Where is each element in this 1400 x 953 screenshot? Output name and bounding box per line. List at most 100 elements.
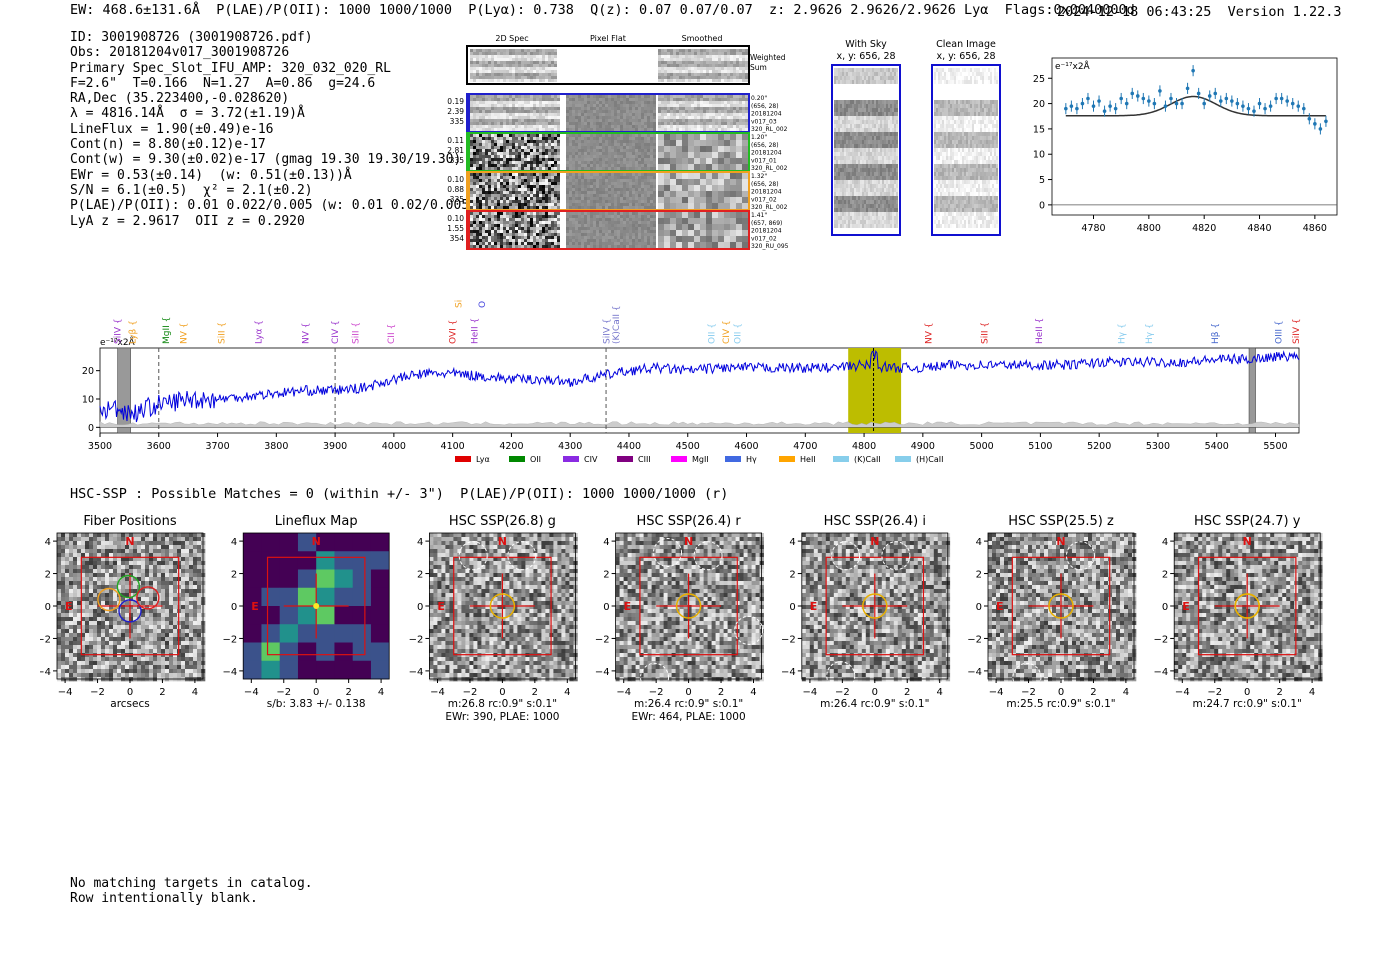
- noise-pixel: [641, 179, 644, 182]
- noise-pixel: [470, 218, 473, 221]
- noise-pixel: [626, 206, 629, 209]
- noise-pixel: [569, 161, 572, 164]
- noise-pixel: [650, 143, 653, 146]
- noise-pixel: [688, 49, 691, 52]
- noise-pixel: [614, 155, 617, 158]
- sky-pixel: [850, 96, 852, 100]
- noise-pixel: [697, 125, 700, 128]
- noise-pixel: [572, 125, 575, 128]
- noise-pixel: [515, 116, 518, 119]
- noise-pixel: [605, 146, 608, 149]
- noise-pixel: [617, 224, 620, 227]
- noise-pixel: [676, 70, 679, 73]
- noise-pixel: [587, 212, 590, 215]
- noise-pixel: [524, 67, 527, 70]
- noise-pixel: [667, 101, 670, 104]
- noise-pixel: [566, 155, 569, 158]
- noise-pixel: [476, 58, 479, 61]
- noise-pixel: [515, 79, 518, 82]
- noise-pixel: [626, 110, 629, 113]
- noise-pixel: [497, 125, 500, 128]
- sky-pixel: [874, 76, 876, 80]
- noise-pixel: [587, 149, 590, 152]
- noise-pixel: [590, 119, 593, 122]
- noise-pixel: [596, 149, 599, 152]
- sky-pixel: [892, 80, 894, 84]
- noise-pixel: [715, 95, 718, 98]
- noise-pixel: [518, 182, 521, 185]
- noise-pixel: [641, 158, 644, 161]
- noise-pixel: [548, 221, 551, 224]
- noise-pixel: [584, 182, 587, 185]
- noise-pixel: [557, 200, 560, 203]
- noise-pixel: [676, 179, 682, 185]
- sky-pixel: [886, 72, 888, 76]
- noise-pixel: [584, 185, 587, 188]
- noise-pixel: [688, 119, 691, 122]
- sky-pixel: [860, 72, 862, 76]
- noise-pixel: [593, 155, 596, 158]
- noise-pixel: [635, 206, 638, 209]
- sky-pixel: [852, 68, 854, 72]
- noise-pixel: [539, 149, 542, 152]
- noise-pixel: [542, 182, 545, 185]
- noise-pixel: [512, 218, 515, 221]
- noise-pixel: [500, 167, 503, 170]
- noise-pixel: [527, 155, 530, 158]
- noise-pixel: [611, 194, 614, 197]
- sky-pixel: [846, 132, 848, 136]
- noise-pixel: [524, 200, 527, 203]
- noise-pixel: [500, 70, 503, 73]
- noise-pixel: [641, 134, 644, 137]
- noise-pixel: [476, 49, 479, 52]
- noise-pixel: [569, 212, 572, 215]
- noise-pixel: [533, 79, 536, 82]
- noise-pixel: [617, 215, 620, 218]
- noise-pixel: [700, 152, 706, 158]
- noise-pixel: [635, 236, 638, 239]
- noise-pixel: [736, 140, 742, 146]
- noise-pixel: [551, 224, 554, 227]
- noise-pixel: [679, 98, 682, 101]
- noise-pixel: [500, 134, 503, 137]
- noise-pixel: [715, 122, 718, 125]
- noise-pixel: [653, 122, 656, 125]
- noise-pixel: [670, 152, 676, 158]
- sky-pixel: [884, 76, 886, 80]
- noise-pixel: [542, 239, 545, 242]
- noise-pixel: [745, 76, 748, 79]
- noise-pixel: [602, 185, 605, 188]
- sky-pixel: [856, 136, 858, 140]
- noise-pixel: [620, 245, 623, 248]
- noise-pixel: [491, 140, 494, 143]
- sky-pixel: [836, 128, 838, 132]
- noise-pixel: [521, 104, 524, 107]
- noise-pixel: [661, 58, 664, 61]
- noise-pixel: [584, 122, 587, 125]
- noise-pixel: [497, 188, 500, 191]
- noise-pixel: [742, 212, 748, 218]
- noise-pixel: [608, 242, 611, 245]
- noise-pixel: [706, 128, 709, 131]
- noise-pixel: [694, 173, 700, 179]
- sky-pixel: [894, 80, 896, 84]
- noise-pixel: [509, 125, 512, 128]
- noise-pixel: [605, 191, 608, 194]
- noise-pixel: [730, 236, 736, 242]
- noise-pixel: [611, 218, 614, 221]
- noise-pixel: [623, 152, 626, 155]
- noise-pixel: [569, 128, 572, 131]
- noise-pixel: [533, 227, 536, 230]
- noise-pixel: [569, 122, 572, 125]
- noise-pixel: [512, 104, 515, 107]
- noise-pixel: [479, 221, 482, 224]
- noise-pixel: [635, 164, 638, 167]
- noise-pixel: [703, 128, 706, 131]
- noise-pixel: [641, 236, 644, 239]
- noise-pixel: [658, 179, 664, 185]
- noise-pixel: [641, 110, 644, 113]
- noise-pixel: [578, 119, 581, 122]
- noise-pixel: [572, 143, 575, 146]
- noise-pixel: [575, 239, 578, 242]
- noise-pixel: [688, 173, 694, 179]
